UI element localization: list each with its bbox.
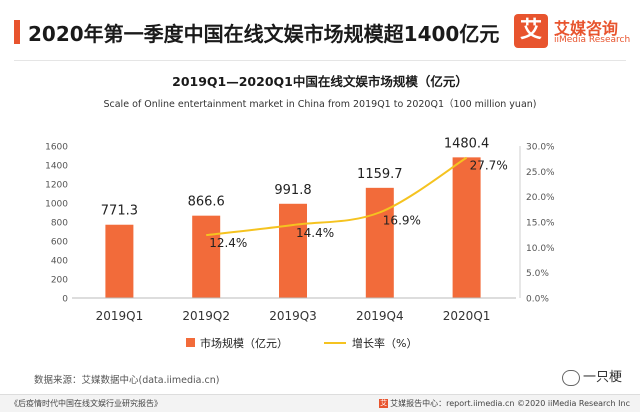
bar <box>452 157 481 298</box>
data-source: 数据来源：艾媒数据中心(data.iimedia.cn) <box>34 375 220 386</box>
bar <box>279 203 307 298</box>
logo-subtitle: iiMedia Research <box>554 35 631 45</box>
x-tick-label: 2019Q1 <box>96 309 144 323</box>
logo-mark-icon: 艾 <box>514 14 548 48</box>
left-tick-label: 800 <box>51 219 68 229</box>
growth-value-label: 16.9% <box>383 213 421 227</box>
watermark-text: 一只梗 <box>583 370 623 385</box>
left-y-axis: 0 200 400 600 800 1000 1200 1400 1600 <box>45 143 68 305</box>
footer-logo-icon: 艾 <box>379 399 389 408</box>
legend-line-label: 增长率（%） <box>352 336 417 350</box>
x-tick-label: 2019Q3 <box>269 309 317 323</box>
header-divider <box>14 60 626 61</box>
bar-value-label: 866.6 <box>188 195 225 210</box>
bar-value-label: 991.8 <box>274 183 311 198</box>
right-tick-label: 0.0% <box>526 295 549 305</box>
market-scale-chart: 2019Q1—2020Q1中国在线文娱市场规模（亿元） Scale of Onl… <box>45 74 555 350</box>
left-tick-label: 400 <box>51 257 68 267</box>
left-tick-label: 1000 <box>45 200 68 210</box>
growth-line-series: 12.4% 14.4% 16.9% 27.7% <box>206 156 508 250</box>
left-tick-label: 0 <box>62 295 68 305</box>
left-tick-label: 1200 <box>45 181 68 191</box>
x-tick-label: 2019Q2 <box>182 309 230 323</box>
bar <box>192 215 221 298</box>
chart-title: 2019Q1—2020Q1中国在线文娱市场规模（亿元） <box>172 74 468 89</box>
footer-bar: 《后疫情时代中国在线文娱行业研究报告》 艾艾媒报告中心：report.iimed… <box>0 394 640 412</box>
bar-series: 771.3 866.6 991.8 1159.7 1480.4 <box>101 136 490 298</box>
left-tick-label: 600 <box>51 238 68 248</box>
right-tick-label: 25.0% <box>526 168 555 178</box>
title-accent-bar <box>14 20 20 44</box>
bar <box>105 224 134 298</box>
left-tick-label: 200 <box>51 276 68 286</box>
left-tick-label: 1400 <box>45 162 68 172</box>
logo-name: 艾媒咨询 <box>554 19 619 38</box>
x-tick-label: 2020Q1 <box>443 309 491 323</box>
x-axis: 2019Q1 2019Q2 2019Q3 2019Q4 2020Q1 <box>72 297 516 323</box>
wechat-watermark: 一只梗 <box>562 366 622 386</box>
growth-value-label: 27.7% <box>470 159 508 173</box>
growth-value-label: 14.4% <box>296 226 334 240</box>
chart-legend: 市场规模（亿元） 增长率（%） <box>186 336 417 350</box>
right-y-axis: 0.0% 5.0% 10.0% 15.0% 20.0% 25.0% 30.0% <box>519 143 555 305</box>
growth-line <box>206 156 468 237</box>
footer-credit: 艾艾媒报告中心：report.iimedia.cn ©2020 iiMedia … <box>379 398 630 409</box>
wechat-icon <box>562 369 580 386</box>
report-name: 《后疫情时代中国在线文娱行业研究报告》 <box>10 399 162 408</box>
right-tick-label: 30.0% <box>526 143 555 153</box>
x-tick-label: 2019Q4 <box>356 309 404 323</box>
right-tick-label: 20.0% <box>526 193 555 203</box>
growth-value-label: 12.4% <box>209 236 247 250</box>
right-tick-label: 10.0% <box>526 244 555 254</box>
header: 2020年第一季度中国在线文娱市场规模超1400亿元 艾 艾媒咨询 iiMedi… <box>0 0 640 62</box>
right-tick-label: 15.0% <box>526 219 555 229</box>
page-headline: 2020年第一季度中国在线文娱市场规模超1400亿元 <box>28 22 500 46</box>
bar <box>365 187 394 298</box>
bar-value-label: 1159.7 <box>357 167 403 182</box>
bar-value-label: 771.3 <box>101 204 138 219</box>
iimedia-logo: 艾 艾媒咨询 iiMedia Research <box>514 14 634 50</box>
footer-credit-text: 艾媒报告中心：report.iimedia.cn ©2020 iiMedia R… <box>390 399 630 408</box>
bar-value-label: 1480.4 <box>444 136 490 151</box>
legend-bar-label: 市场规模（亿元） <box>200 336 288 350</box>
chart-subtitle: Scale of Online entertainment market in … <box>103 98 536 110</box>
right-tick-label: 5.0% <box>526 269 549 279</box>
legend-bar-swatch <box>186 338 195 347</box>
left-tick-label: 1600 <box>45 143 68 153</box>
